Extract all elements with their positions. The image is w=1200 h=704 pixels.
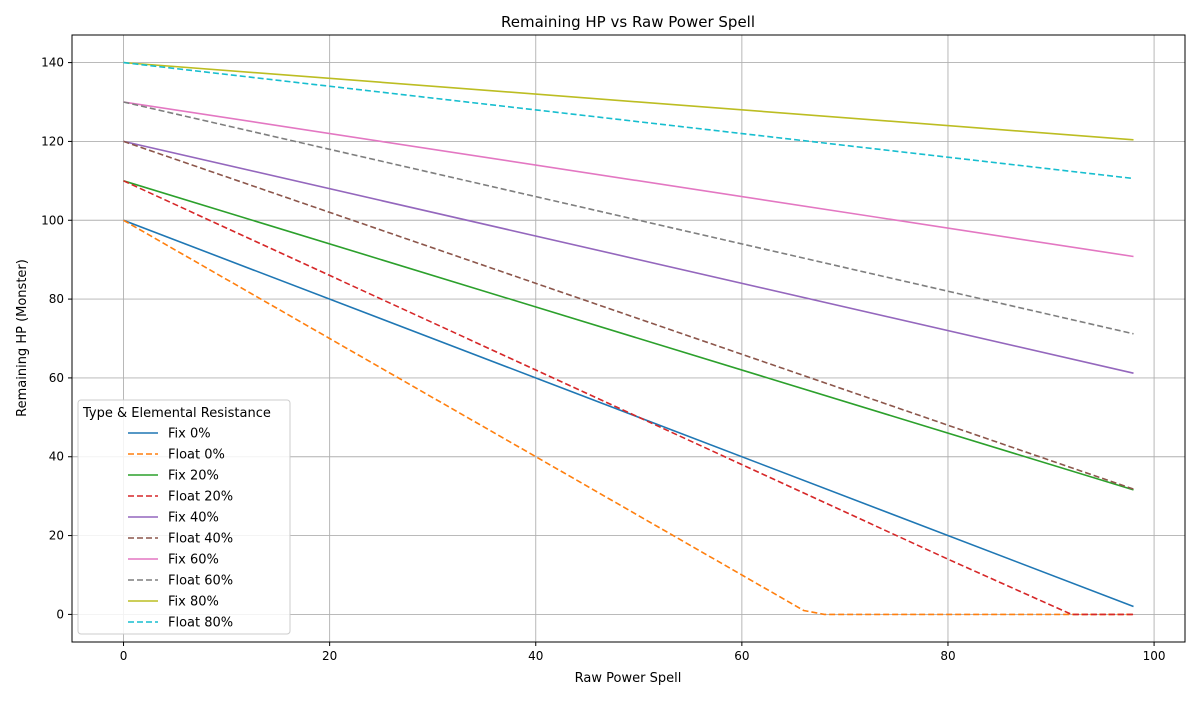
legend-label-fix-60: Fix 60% — [168, 553, 219, 568]
legend-label-fix-40: Fix 40% — [168, 511, 219, 526]
legend-box — [77, 399, 291, 635]
series-lines — [123, 61, 1134, 616]
x-tick-label: 80 — [940, 649, 955, 663]
series-line-float-20 — [123, 180, 1134, 616]
legend-label-fix-80: Fix 80% — [168, 595, 219, 610]
legend-label-float-60: Float 60% — [168, 574, 233, 589]
legend-title: Type & Elemental Resistance — [82, 406, 271, 421]
x-tick-label: 60 — [734, 649, 749, 663]
y-tick-label: 100 — [41, 213, 64, 227]
series-line-fix-40 — [123, 140, 1134, 374]
legend-label-float-20: Float 20% — [168, 490, 233, 505]
y-tick-label: 80 — [49, 292, 64, 306]
y-axis-label: Remaining HP (Monster) — [15, 259, 30, 417]
legend-label-float-0: Float 0% — [168, 448, 225, 463]
y-tick-label: 40 — [49, 450, 64, 464]
y-tick-label: 0 — [56, 607, 64, 621]
legend: Type & Elemental Resistance Fix 0% Float … — [77, 399, 291, 635]
series-line-float-0 — [123, 219, 1134, 616]
grid — [72, 35, 1185, 642]
y-tick-label: 60 — [49, 371, 64, 385]
series-line-fix-60 — [123, 101, 1134, 258]
series-line-float-40 — [123, 140, 1134, 490]
legend-label-float-80: Float 80% — [168, 616, 233, 631]
y-tick-label: 120 — [41, 134, 64, 148]
series-line-float-60 — [123, 101, 1134, 335]
axis-ticks: 0 20 40 60 80 100 0 20 40 60 80 100 120 140 — [41, 56, 1165, 663]
legend-label-fix-20: Fix 20% — [168, 469, 219, 484]
series-line-float-80 — [123, 61, 1134, 180]
chart-title: Remaining HP vs Raw Power Spell — [501, 13, 755, 31]
series-line-fix-80 — [123, 61, 1134, 141]
legend-label-fix-0: Fix 0% — [168, 427, 211, 442]
y-tick-label: 20 — [49, 529, 64, 543]
x-tick-label: 0 — [120, 649, 128, 663]
legend-label-float-40: Float 40% — [168, 532, 233, 547]
plot-frame — [71, 34, 1186, 643]
x-tick-label: 20 — [322, 649, 337, 663]
series-line-fix-0 — [123, 219, 1134, 608]
y-tick-label: 140 — [41, 56, 64, 70]
x-axis-label: Raw Power Spell — [575, 671, 682, 686]
x-tick-label: 100 — [1143, 649, 1166, 663]
series-line-fix-20 — [123, 180, 1134, 491]
x-tick-label: 40 — [528, 649, 543, 663]
legend-entries: Fix 0% Float 0% Fix 20% Float 20% Fix 40% Flo… — [128, 427, 233, 631]
